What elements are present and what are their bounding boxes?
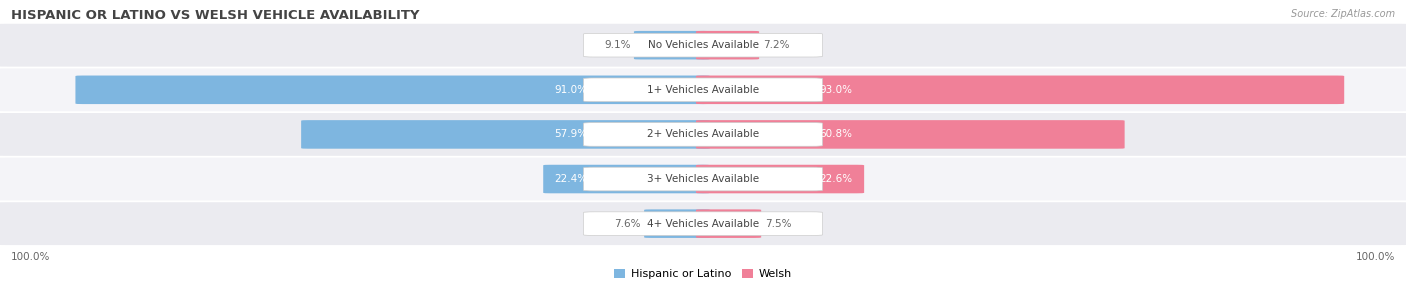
FancyBboxPatch shape xyxy=(0,158,1406,200)
FancyBboxPatch shape xyxy=(0,113,1406,156)
Text: 1+ Vehicles Available: 1+ Vehicles Available xyxy=(647,85,759,95)
Text: 93.0%: 93.0% xyxy=(818,85,852,95)
Text: Source: ZipAtlas.com: Source: ZipAtlas.com xyxy=(1291,9,1395,19)
FancyBboxPatch shape xyxy=(583,78,823,102)
Legend: Hispanic or Latino, Welsh: Hispanic or Latino, Welsh xyxy=(610,264,796,284)
Text: 60.8%: 60.8% xyxy=(818,130,852,139)
FancyBboxPatch shape xyxy=(583,167,823,191)
FancyBboxPatch shape xyxy=(0,68,1406,111)
FancyBboxPatch shape xyxy=(644,209,710,238)
Text: 3+ Vehicles Available: 3+ Vehicles Available xyxy=(647,174,759,184)
Text: 91.0%: 91.0% xyxy=(554,85,588,95)
FancyBboxPatch shape xyxy=(583,33,823,57)
FancyBboxPatch shape xyxy=(696,31,759,59)
Text: 7.6%: 7.6% xyxy=(614,219,641,229)
Text: HISPANIC OR LATINO VS WELSH VEHICLE AVAILABILITY: HISPANIC OR LATINO VS WELSH VEHICLE AVAI… xyxy=(11,9,420,21)
FancyBboxPatch shape xyxy=(301,120,710,149)
Text: 22.4%: 22.4% xyxy=(554,174,588,184)
FancyBboxPatch shape xyxy=(634,31,710,59)
FancyBboxPatch shape xyxy=(543,165,710,193)
FancyBboxPatch shape xyxy=(76,76,710,104)
Text: 7.2%: 7.2% xyxy=(762,40,789,50)
Text: 100.0%: 100.0% xyxy=(11,252,51,262)
FancyBboxPatch shape xyxy=(0,24,1406,67)
Text: 2+ Vehicles Available: 2+ Vehicles Available xyxy=(647,130,759,139)
FancyBboxPatch shape xyxy=(583,123,823,146)
Text: 22.6%: 22.6% xyxy=(818,174,852,184)
Text: No Vehicles Available: No Vehicles Available xyxy=(648,40,758,50)
Text: 9.1%: 9.1% xyxy=(605,40,630,50)
FancyBboxPatch shape xyxy=(696,165,865,193)
Text: 100.0%: 100.0% xyxy=(1355,252,1395,262)
FancyBboxPatch shape xyxy=(696,76,1344,104)
Text: 57.9%: 57.9% xyxy=(554,130,588,139)
FancyBboxPatch shape xyxy=(583,212,823,235)
FancyBboxPatch shape xyxy=(0,202,1406,245)
Text: 7.5%: 7.5% xyxy=(765,219,792,229)
FancyBboxPatch shape xyxy=(696,120,1125,149)
Text: 4+ Vehicles Available: 4+ Vehicles Available xyxy=(647,219,759,229)
FancyBboxPatch shape xyxy=(696,209,761,238)
